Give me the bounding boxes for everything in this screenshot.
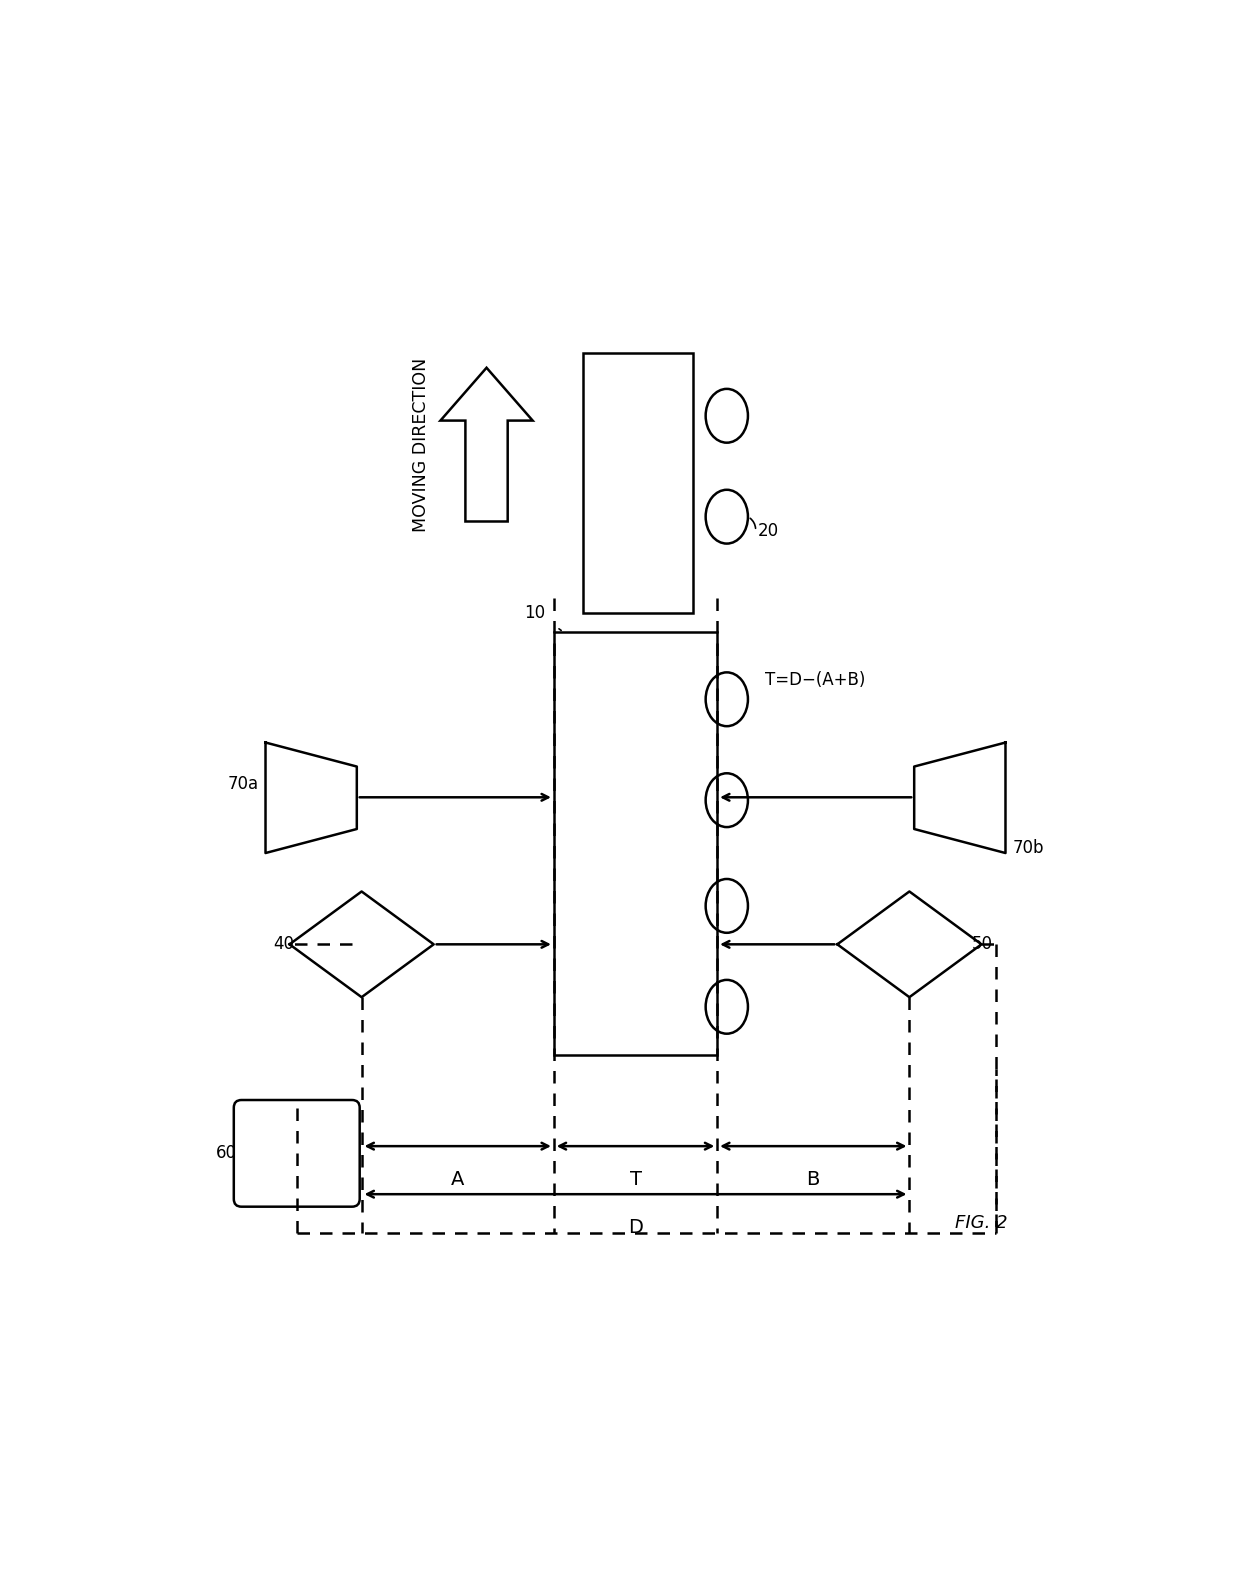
Bar [583,353,693,613]
Text: A: A [451,1170,465,1189]
Text: MOVING DIRECTION: MOVING DIRECTION [412,358,430,532]
Bar [554,632,717,1055]
Text: FIG. 2: FIG. 2 [955,1214,1008,1232]
Text: D: D [629,1217,642,1238]
Text: T: T [630,1170,641,1189]
Text: 60: 60 [216,1145,237,1162]
Text: B: B [806,1170,820,1189]
Text: 50: 50 [972,936,993,953]
Text: 70b: 70b [1012,839,1044,857]
Text: 70a: 70a [228,775,259,792]
Text: T=D−(A+B): T=D−(A+B) [765,671,866,688]
Text: 20: 20 [758,521,779,540]
Text: 10: 10 [525,605,546,622]
Text: 40: 40 [273,936,294,953]
